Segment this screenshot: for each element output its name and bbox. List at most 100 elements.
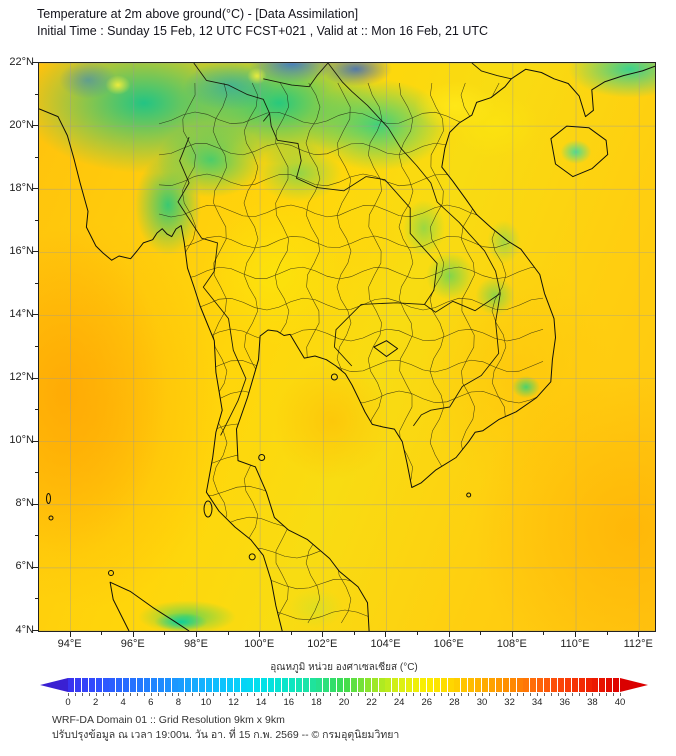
samui-island [258, 454, 266, 461]
axis-tick [132, 631, 134, 637]
colorbar-tick-label: 26 [421, 697, 433, 708]
lat-tick-label: 6°N [15, 560, 34, 573]
axis-tick [448, 631, 450, 637]
colorbar-minor-tick [413, 693, 414, 696]
axis-tick [290, 631, 292, 635]
axis-tick [385, 631, 387, 637]
colorbar-minor-tick [419, 693, 421, 696]
colorbar-segment [371, 678, 378, 692]
colorbar-tick-label: 36 [559, 697, 571, 708]
colorbar-gradient [68, 678, 620, 692]
colorbar-segment [288, 678, 295, 692]
colorbar-segment [68, 678, 75, 692]
colorbar-segment [95, 678, 102, 692]
colorbar-minor-tick [613, 693, 615, 696]
colorbar-segment [254, 678, 261, 692]
axis-tick [543, 631, 545, 635]
map-overlay [39, 63, 655, 631]
colorbar-minor-tick [268, 693, 270, 696]
colorbar-minor-tick [509, 693, 511, 696]
title-block: Temperature at 2m above ground(°C) - [Da… [37, 6, 488, 40]
colorbar-tick-label: 16 [283, 697, 295, 708]
axis-tick [34, 346, 38, 347]
langkawi-island [248, 553, 256, 561]
colorbar-segment [226, 678, 233, 692]
colorbar-minor-tick [406, 693, 408, 696]
weh-island [108, 570, 114, 576]
colorbar-segment [247, 678, 254, 692]
colorbar-segment [268, 678, 275, 692]
colorbar-segment [509, 678, 516, 692]
colorbar-minor-tick [295, 693, 297, 696]
map-gridlines [39, 63, 655, 631]
axis-tick [32, 503, 38, 505]
colorbar-segment [323, 678, 330, 692]
footer-block: WRF-DA Domain 01 :: Grid Resolution 9km … [52, 713, 399, 743]
colorbar-minor-tick [385, 693, 387, 696]
lon-tick-label: 98°E [183, 638, 208, 650]
colorbar-segment [199, 678, 206, 692]
colorbar-segment [447, 678, 454, 692]
colorbar-segment [123, 678, 130, 692]
axis-tick [575, 631, 577, 637]
axis-tick [32, 377, 38, 379]
colorbar-tick-label: 38 [587, 697, 598, 708]
lat-tick-label: 16°N [9, 244, 34, 257]
colorbar-minor-tick [206, 693, 207, 696]
colorbar-segment [523, 678, 530, 692]
colorbar-minor-tick [123, 693, 125, 696]
koh-chang-island [330, 373, 338, 381]
colorbar-segment [440, 678, 447, 692]
colorbar-segment [385, 678, 392, 692]
colorbar-segment [74, 678, 81, 692]
lon-tick-label: 112°E [623, 638, 653, 650]
colorbar-segment [530, 678, 537, 692]
colorbar-minor-tick [599, 693, 601, 696]
colorbar-segment [137, 678, 144, 692]
colorbar-segment [406, 678, 413, 692]
axis-tick [164, 631, 166, 635]
colorbar-minor-tick [171, 693, 173, 696]
colorbar-under-range-arrow [40, 678, 68, 692]
colorbar-minor-tick [102, 693, 104, 696]
colorbar-tick-label: 40 [614, 697, 626, 708]
colorbar-minor-tick [68, 693, 69, 696]
sumatra-island [109, 581, 190, 631]
colorbar-minor-tick [475, 693, 477, 696]
colorbar-minor-tick [116, 693, 118, 696]
colorbar-minor-tick [199, 693, 201, 696]
colorbar-segment [171, 678, 178, 692]
colorbar-segment [178, 678, 185, 692]
axis-tick [638, 631, 640, 637]
colorbar-minor-tick [226, 693, 228, 696]
axis-tick [32, 188, 38, 190]
colorbar-segment [219, 678, 226, 692]
colorbar-minor-tick [371, 693, 373, 696]
axis-tick [322, 631, 324, 637]
colorbar-minor-tick [426, 693, 428, 696]
map-plot [38, 62, 656, 632]
colorbar-minor-tick [454, 693, 456, 696]
colorbar-minor-tick [261, 693, 263, 696]
colorbar-segment [482, 678, 489, 692]
colorbar-minor-tick [606, 693, 608, 696]
country-borders [177, 63, 512, 436]
colorbar-minor-tick [447, 693, 449, 696]
colorbar-segment [281, 678, 288, 692]
colorbar-segment [150, 678, 157, 692]
axis-tick [227, 631, 229, 635]
colorbar-segment [426, 678, 433, 692]
axis-tick [417, 631, 419, 635]
colorbar-minor-tick [143, 693, 145, 696]
colorbar-segment [88, 678, 95, 692]
colorbar-minor-tick [288, 693, 290, 696]
colorbar-minor-tick [316, 693, 318, 696]
colorbar-minor-tick [516, 693, 518, 696]
colorbar-segment [592, 678, 599, 692]
colorbar-minor-tick [178, 693, 180, 696]
colorbar-segment [392, 678, 399, 692]
colorbar-segment [454, 678, 461, 692]
axis-tick [34, 219, 38, 221]
colorbar-tick-label: 18 [311, 697, 322, 708]
coastlines [39, 65, 655, 631]
